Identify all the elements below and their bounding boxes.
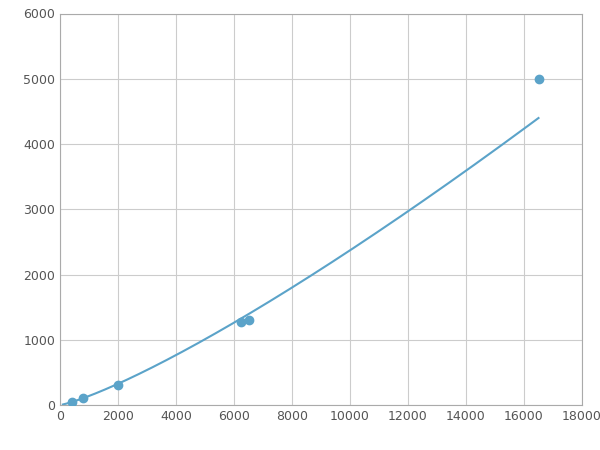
Point [534,75,544,82]
Point [236,319,246,326]
Point [113,382,123,389]
Point [244,317,253,324]
Point [79,395,88,402]
Point [67,398,76,405]
